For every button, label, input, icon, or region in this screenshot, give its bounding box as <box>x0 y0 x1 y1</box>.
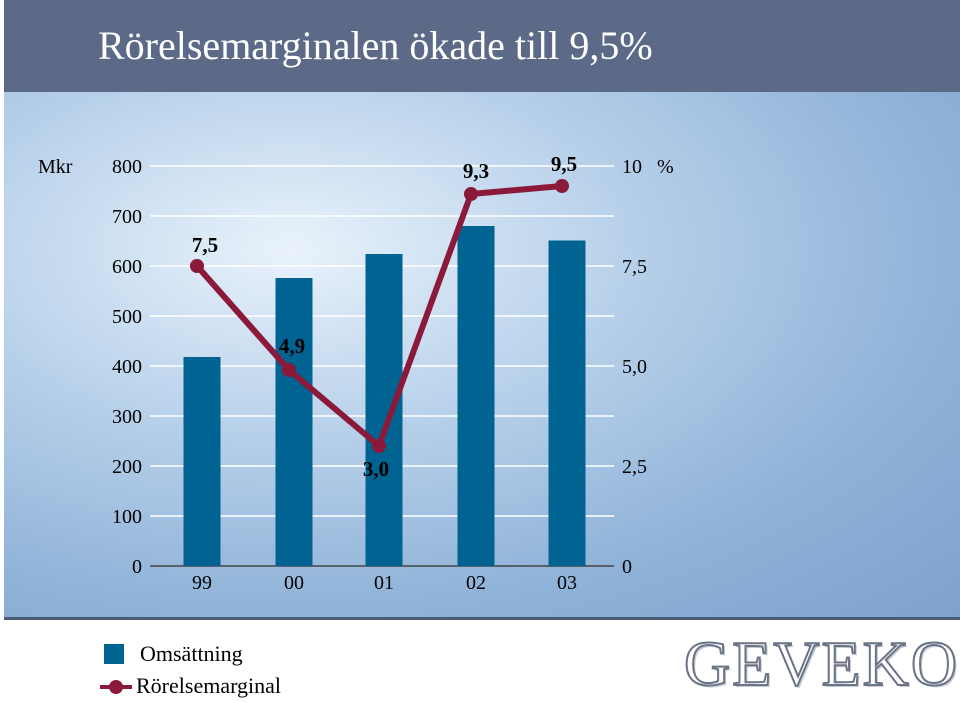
legend-bar-swatch <box>104 644 124 664</box>
right-axis-tick-label: 7,5 <box>622 256 647 278</box>
left-axis-tick-label: 100 <box>112 506 142 528</box>
line-point <box>282 363 296 377</box>
geveko-logo: GEVEKO <box>683 628 960 699</box>
right-axis-tick-label: 10 <box>622 156 642 178</box>
x-axis-tick-label: 00 <box>284 572 304 594</box>
legend-line-label: Rörelsemarginal <box>136 673 281 698</box>
x-axis-tick-label: 02 <box>466 572 486 594</box>
plot-bottom-rule <box>4 617 960 620</box>
left-axis-tick-label: 300 <box>112 406 142 428</box>
left-axis-tick-label: 800 <box>112 156 142 178</box>
right-axis-tick-label: 0 <box>622 556 632 578</box>
legend-item-line: Rörelsemarginal <box>100 670 281 702</box>
left-axis-tick-label: 200 <box>112 456 142 478</box>
right-axis-tick-label: 5,0 <box>622 356 647 378</box>
bar-omsattning <box>457 226 495 566</box>
line-data-label: 3,0 <box>363 457 389 481</box>
x-axis-tick-label: 01 <box>374 572 394 594</box>
line-data-label: 9,3 <box>463 159 489 183</box>
combo-chart: 0100200300400500600700800Mkr02,55,07,510… <box>38 152 674 594</box>
legend-line-marker <box>100 676 132 696</box>
left-axis-tick-label: 500 <box>112 306 142 328</box>
x-axis-tick-label: 99 <box>192 572 212 594</box>
x-axis-tick-label: 03 <box>557 572 577 594</box>
line-data-label: 4,9 <box>279 334 305 358</box>
left-axis-tick-label: 600 <box>112 256 142 278</box>
right-axis-tick-label: 2,5 <box>622 456 647 478</box>
line-data-label: 7,5 <box>192 233 218 257</box>
bar-omsattning <box>365 254 403 566</box>
line-point <box>464 187 478 201</box>
bar-omsattning <box>548 240 586 566</box>
line-point <box>372 439 386 453</box>
legend-bar-label: Omsättning <box>140 641 243 666</box>
right-axis-unit: % <box>657 156 674 178</box>
title-banner: Rörelsemarginalen ökade till 9,5% <box>4 0 960 92</box>
line-point <box>555 179 569 193</box>
chart-title: Rörelsemarginalen ökade till 9,5% <box>98 23 653 68</box>
left-axis-tick-label: 400 <box>112 356 142 378</box>
legend: Omsättning Rörelsemarginal <box>100 638 281 702</box>
left-axis-tick-label: 700 <box>112 206 142 228</box>
left-axis-unit: Mkr <box>38 156 73 178</box>
bar-omsattning <box>183 357 221 566</box>
bar-omsattning <box>275 278 313 566</box>
left-axis-tick-label: 0 <box>132 556 142 578</box>
legend-item-bar: Omsättning <box>100 638 281 670</box>
line-data-label: 9,5 <box>551 152 577 176</box>
line-point <box>190 259 204 273</box>
